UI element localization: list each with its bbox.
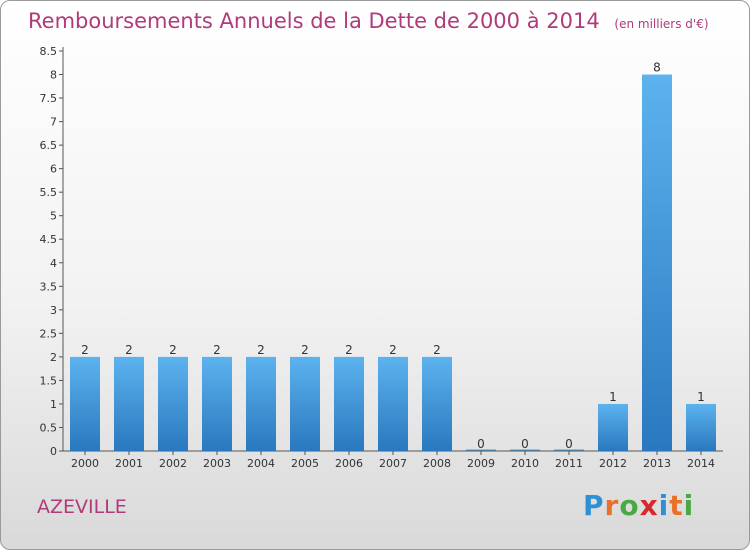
x-tick-label: 2006 [335, 457, 363, 470]
y-tick-label: 5 [50, 210, 57, 223]
bars: 2 2 2 2 2 2 2 2 2 0 0 0 1 8 1 [70, 61, 716, 451]
logo-letter: i [683, 489, 695, 522]
logo-letter: o [619, 489, 640, 522]
data-label: 2 [389, 343, 397, 357]
x-tick-label: 2003 [203, 457, 231, 470]
y-tick-label: 4 [50, 257, 57, 270]
x-tick-label: 2011 [555, 457, 583, 470]
data-label: 2 [169, 343, 177, 357]
y-tick-label: 4.5 [40, 233, 58, 246]
data-label: 0 [521, 437, 529, 451]
chart-title: Remboursements Annuels de la Dette de 20… [28, 9, 709, 33]
logo-letter: t [669, 489, 684, 522]
y-tick-label: 2 [50, 351, 57, 364]
x-tick-label: 2001 [115, 457, 143, 470]
data-label: 2 [213, 343, 221, 357]
x-tick-label: 2012 [599, 457, 627, 470]
data-label: 1 [697, 390, 705, 404]
data-label: 2 [433, 343, 441, 357]
data-label: 0 [477, 437, 485, 451]
x-tick-label: 2014 [687, 457, 715, 470]
data-label: 2 [345, 343, 353, 357]
x-tick-label: 2004 [247, 457, 275, 470]
x-tick-label: 2005 [291, 457, 319, 470]
x-tick-label: 2002 [159, 457, 187, 470]
logo-letter: P [583, 489, 605, 522]
bar [70, 356, 100, 451]
x-tick-label: 2000 [71, 457, 99, 470]
logo-letter: r [604, 489, 620, 522]
data-label: 8 [653, 61, 661, 75]
proxiti-logo: Proxiti [583, 489, 694, 522]
data-label: 0 [565, 437, 573, 451]
bar [158, 356, 188, 451]
bar [114, 356, 144, 451]
y-tick-label: 3 [50, 304, 57, 317]
logo-letter: x [639, 489, 659, 522]
y-tick-label: 0 [50, 445, 57, 458]
logo-letter: i [658, 489, 670, 522]
x-labels: 2000 2001 2002 2003 2004 2005 2006 2007 2008 2009… [71, 451, 715, 470]
title-text: Remboursements Annuels de la Dette de 20… [28, 9, 600, 33]
x-tick-label: 2008 [423, 457, 451, 470]
y-tick-label: 1 [50, 398, 57, 411]
bar [686, 403, 716, 451]
data-label: 2 [125, 343, 133, 357]
data-label: 1 [609, 390, 617, 404]
commune-name: AZEVILLE [37, 496, 127, 518]
y-tick-label: 8 [50, 69, 57, 82]
y-ticks: 0 0.5 1 1.5 2 2.5 3 3.5 4 4.5 5 5.5 6 6.5 7 7.5 8 8.5 [40, 45, 63, 458]
bar [598, 403, 628, 451]
x-tick-label: 2009 [467, 457, 495, 470]
y-tick-label: 8.5 [40, 45, 58, 58]
data-label: 2 [257, 343, 265, 357]
data-label: 2 [301, 343, 309, 357]
y-tick-label: 1.5 [40, 374, 58, 387]
bar [642, 74, 672, 451]
bar [378, 356, 408, 451]
bar [334, 356, 364, 451]
y-tick-label: 7 [50, 116, 57, 129]
x-tick-label: 2013 [643, 457, 671, 470]
bar [422, 356, 452, 451]
y-tick-label: 0.5 [40, 421, 58, 434]
bar [202, 356, 232, 451]
x-tick-label: 2007 [379, 457, 407, 470]
bar [246, 356, 276, 451]
bar [290, 356, 320, 451]
y-tick-label: 2.5 [40, 327, 58, 340]
y-tick-label: 7.5 [40, 92, 58, 105]
x-tick-label: 2010 [511, 457, 539, 470]
y-tick-label: 3.5 [40, 280, 58, 293]
title-unit: (en milliers d'€) [614, 17, 709, 31]
y-tick-label: 6 [50, 163, 57, 176]
y-tick-label: 5.5 [40, 186, 58, 199]
y-tick-label: 6.5 [40, 139, 58, 152]
data-label: 2 [81, 343, 89, 357]
